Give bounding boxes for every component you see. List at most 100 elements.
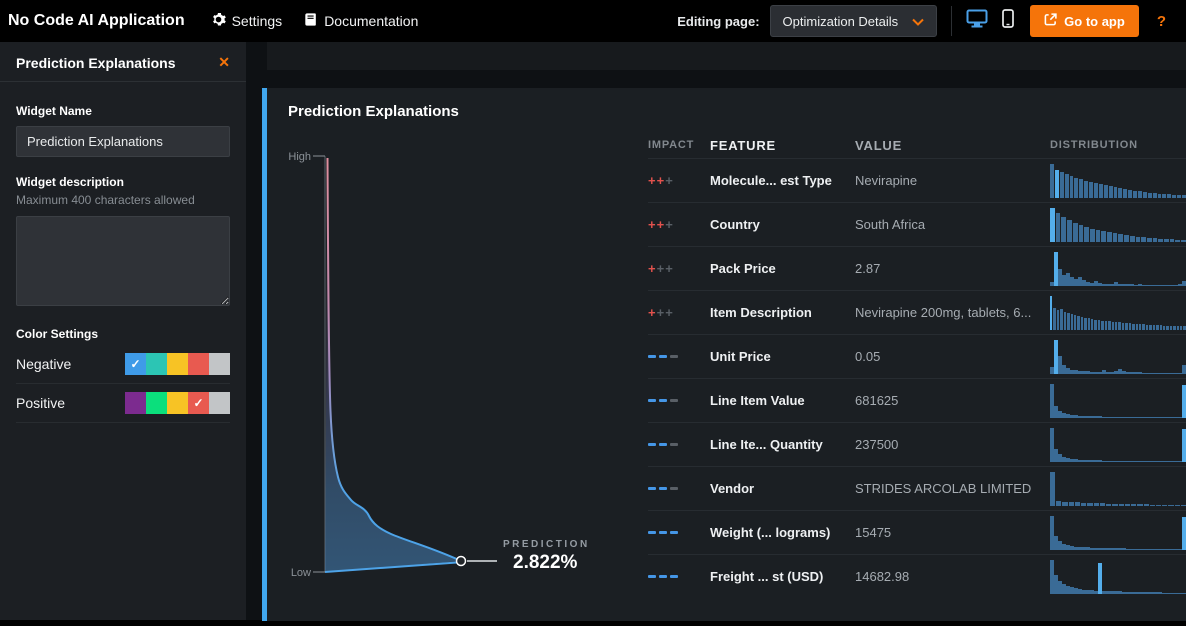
table-body: +++Molecule... est TypeNevirapine+++Coun… [648,158,1186,598]
widget-name-input[interactable] [16,126,230,157]
histogram-bar [1128,190,1132,197]
negative-color-swatch[interactable] [146,353,167,375]
impact-minus-symbol [648,575,656,578]
histogram-bar [1071,314,1073,329]
widget-description-input[interactable] [16,216,230,306]
histogram-bar [1149,325,1151,329]
table-row: Freight ... st (USD)14682.98 [648,554,1186,598]
histogram-bar [1164,239,1169,241]
histogram-bar [1091,319,1093,330]
widget-title: Prediction Explanations [288,103,459,120]
negative-label: Negative [16,356,71,372]
prediction-explanations-widget[interactable]: Prediction Explanations [262,88,1186,621]
negative-color-swatch-selected[interactable]: ✓ [125,353,146,375]
go-to-app-button[interactable]: Go to app [1030,5,1139,37]
documentation-menu[interactable]: Documentation [304,12,418,30]
impact-minus-symbol [648,399,656,402]
widget-accent-bar [262,88,267,621]
positive-color-palette[interactable]: ✓ [125,392,230,414]
histogram-bar [1168,505,1173,506]
histogram-bar [1156,325,1158,329]
table-row: +++Molecule... est TypeNevirapine [648,158,1186,202]
histogram-bar [1158,239,1163,242]
histogram-bar [1182,593,1186,594]
positive-color-swatch[interactable] [167,392,188,414]
histogram-bar [1146,325,1148,330]
impact-cell: +++ [648,174,710,187]
table-row: VendorSTRIDES ARCOLAB LIMITED [648,466,1186,510]
mobile-view-icon[interactable] [1002,9,1014,33]
negative-color-swatch[interactable] [167,353,188,375]
impact-minus-symbol [659,575,667,578]
impact-minus-symbol [648,443,656,446]
impact-minus-symbol [648,487,656,490]
positive-color-swatch[interactable] [125,392,146,414]
editing-page-label: Editing page: [677,14,759,29]
impact-plus-symbol: + [665,306,673,319]
desktop-view-icon[interactable] [966,9,988,33]
histogram-bar-highlighted [1182,517,1186,549]
histogram-bar-highlighted [1182,385,1186,417]
value-cell: STRIDES ARCOLAB LIMITED [855,481,1050,496]
external-link-icon [1044,13,1057,29]
histogram-bar [1101,321,1103,330]
positive-color-swatch-selected[interactable]: ✓ [188,392,209,414]
negative-color-swatch[interactable] [209,353,230,375]
help-button[interactable]: ? [1157,13,1166,30]
histogram-bar-highlighted [1098,563,1102,594]
histogram-bar [1158,194,1162,198]
histogram-bar [1087,503,1092,505]
histogram-bar [1065,174,1069,197]
value-cell: 2.87 [855,261,1050,276]
histogram-bar [1180,326,1182,329]
impact-plus-symbol: + [657,306,665,319]
value-cell: Nevirapine 200mg, tablets, 6... [855,305,1050,320]
documentation-label: Documentation [324,13,418,29]
impact-plus-symbol: + [648,262,656,275]
negative-color-swatch[interactable] [188,353,209,375]
close-icon[interactable]: ✕ [218,54,230,71]
distribution-histogram [1050,472,1186,506]
go-to-app-label: Go to app [1064,14,1125,29]
positive-color-swatch[interactable] [209,392,230,414]
histogram-bar [1056,213,1061,241]
negative-color-row: Negative ✓ [16,345,230,384]
positive-color-row: Positive ✓ [16,384,230,423]
impact-minus-symbol [670,443,678,446]
histogram-bar [1084,227,1089,242]
col-header-value: VALUE [855,138,1050,153]
impact-minus-symbol [648,355,656,358]
histogram-bar [1170,239,1175,241]
histogram-bar [1112,322,1114,330]
histogram-bar [1089,182,1093,198]
histogram-bar [1096,230,1101,242]
histogram-bar [1150,505,1155,506]
feature-cell: Line Ite... Quantity [710,437,855,452]
settings-menu[interactable]: Settings [211,12,283,30]
table-row: +++Item DescriptionNevirapine 200mg, tab… [648,290,1186,334]
high-axis-label: High [288,151,311,163]
histogram-bar [1094,183,1098,198]
negative-color-palette[interactable]: ✓ [125,353,230,375]
histogram-bar [1099,184,1103,198]
chevron-down-icon [912,14,924,29]
histogram-bar [1182,195,1186,197]
explanations-table: IMPACT FEATURE VALUE DISTRIBUTION +++Mol… [648,132,1186,598]
page-canvas: Prediction Explanations [246,42,1186,620]
positive-color-swatch[interactable] [146,392,167,414]
widget-description-hint: Maximum 400 characters allowed [16,193,230,207]
page-selector-dropdown[interactable]: Optimization Details [770,5,938,37]
prediction-marker[interactable] [457,557,466,566]
feature-cell: Line Item Value [710,393,855,408]
histogram-bar [1073,223,1078,241]
value-cell: South Africa [855,217,1050,232]
histogram-bar [1074,178,1078,198]
histogram-bar [1153,325,1155,329]
impact-cell: +++ [648,218,710,231]
impact-plus-symbol: + [665,262,673,275]
histogram-bar [1100,503,1105,505]
impact-plus-symbol: + [657,262,665,275]
histogram-bar [1053,308,1055,329]
table-row: Line Item Value681625 [648,378,1186,422]
value-cell: 237500 [855,437,1050,452]
